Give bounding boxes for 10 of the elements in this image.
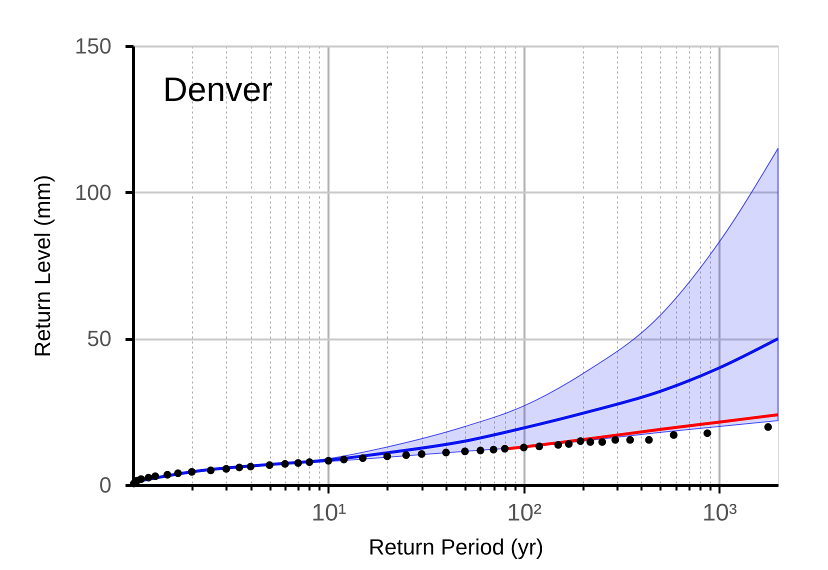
x-tick-label: 10³ — [702, 500, 738, 526]
y-tick-label: 0 — [99, 472, 112, 498]
y-tick-label: 50 — [87, 326, 112, 352]
y-tick-label: 150 — [74, 34, 112, 58]
x-tick-label: 10² — [506, 500, 542, 526]
y-axis-title: Return Level (mm) — [30, 174, 55, 358]
x-axis-title: Return Period (yr) — [368, 534, 544, 560]
y-tick-label: 100 — [74, 180, 112, 205]
x-tick-label: 10¹ — [312, 500, 346, 526]
annotation: Denver — [163, 71, 273, 109]
